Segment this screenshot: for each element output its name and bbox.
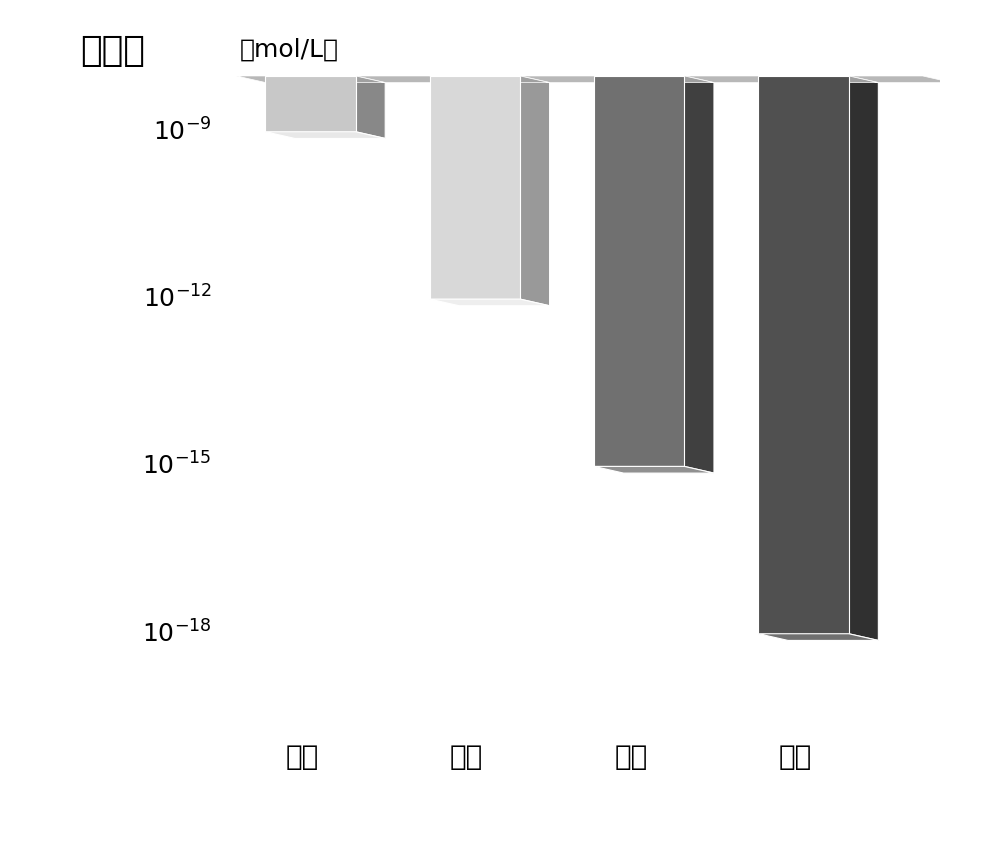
Polygon shape (684, 76, 714, 473)
Polygon shape (758, 634, 878, 641)
Polygon shape (758, 76, 849, 634)
Polygon shape (265, 76, 356, 132)
Polygon shape (265, 76, 385, 83)
Polygon shape (430, 76, 550, 83)
Text: $10^{-15}$: $10^{-15}$ (142, 452, 212, 480)
Polygon shape (594, 76, 714, 83)
Polygon shape (520, 76, 550, 306)
Polygon shape (758, 76, 878, 83)
Text: （mol/L）: （mol/L） (240, 38, 339, 62)
Polygon shape (594, 467, 714, 473)
Polygon shape (356, 76, 385, 138)
Polygon shape (849, 76, 878, 641)
Text: $10^{-12}$: $10^{-12}$ (143, 285, 212, 312)
Polygon shape (236, 76, 952, 83)
Polygon shape (265, 132, 385, 138)
Polygon shape (594, 76, 684, 467)
Text: $10^{-18}$: $10^{-18}$ (142, 620, 212, 647)
Polygon shape (430, 76, 520, 299)
Text: 灵敏度: 灵敏度 (80, 34, 145, 68)
Polygon shape (430, 299, 550, 306)
Text: $10^{-9}$: $10^{-9}$ (153, 118, 212, 145)
